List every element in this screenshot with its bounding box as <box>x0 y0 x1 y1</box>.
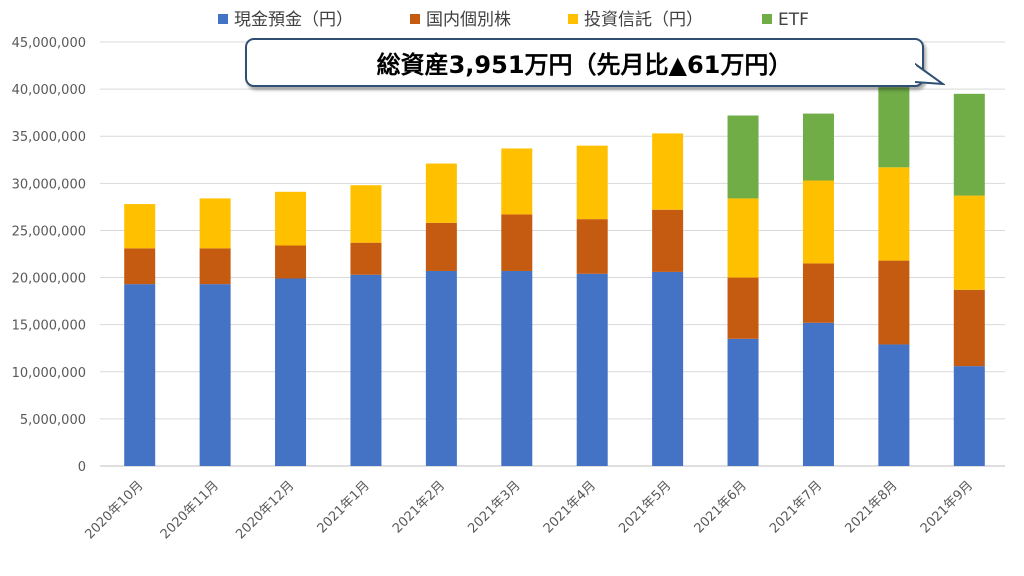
y-tick-label: 20,000,000 <box>12 272 86 287</box>
y-tick-label: 35,000,000 <box>12 130 86 145</box>
bar-segment <box>350 242 382 275</box>
gridlines <box>100 41 1005 467</box>
bar-segment <box>802 263 834 323</box>
bar-segment <box>727 277 759 339</box>
legend-swatch <box>218 14 228 24</box>
y-tick-label: 40,000,000 <box>12 83 86 98</box>
bar-segment <box>802 322 834 466</box>
bar-segment <box>576 145 608 220</box>
y-tick-label: 45,000,000 <box>12 36 86 51</box>
bar-segment <box>501 148 533 215</box>
bar-segment <box>501 214 533 271</box>
legend-label: ETF <box>778 10 809 30</box>
x-tick-label: 2021年8月 <box>842 478 900 536</box>
bar-segment <box>878 260 910 345</box>
total-assets-text: 総資産3,951万円（先月比▲61万円） <box>376 51 793 79</box>
x-tick-label: 2021年7月 <box>767 478 825 536</box>
bar-segment <box>124 284 156 466</box>
legend-swatch <box>410 14 420 24</box>
bar-segment <box>953 366 985 466</box>
bar-segment <box>275 191 307 246</box>
bar-segment <box>802 180 834 264</box>
y-tick-label: 15,000,000 <box>12 319 86 334</box>
x-tick-label: 2020年11月 <box>158 478 222 542</box>
y-tick-label: 10,000,000 <box>12 366 86 381</box>
bar-segment <box>501 270 533 466</box>
bar-segment <box>727 115 759 199</box>
x-tick-label: 2020年10月 <box>82 478 146 542</box>
y-tick-label: 30,000,000 <box>12 177 86 192</box>
bar-segment <box>878 167 910 261</box>
x-tick-label: 2021年9月 <box>918 478 976 536</box>
bar-segment <box>350 274 382 466</box>
bar-segment <box>425 163 457 223</box>
bar-segment <box>652 209 684 272</box>
x-axis-ticks: 2020年10月 2020年11月 2020年12月 2021年1月 2021年2月 20… <box>82 478 976 542</box>
bar-segment <box>425 270 457 466</box>
bar-segment <box>576 219 608 274</box>
legend-swatch <box>762 14 772 24</box>
x-tick-label: 2021年1月 <box>315 478 373 536</box>
x-tick-label: 2021年4月 <box>541 478 599 536</box>
bar-segment <box>652 133 684 210</box>
x-tick-label: 2020年12月 <box>233 478 297 542</box>
x-tick-label: 2021年2月 <box>390 478 448 536</box>
bar-segment <box>878 344 910 466</box>
x-tick-label: 2021年6月 <box>692 478 750 536</box>
legend-label: 現金預金（円） <box>234 10 353 30</box>
y-tick-label: 25,000,000 <box>12 224 86 239</box>
legend-label: 投資信託（円） <box>584 10 703 30</box>
bar-segment <box>953 93 985 196</box>
bar-segment <box>878 87 910 168</box>
bar-segment <box>199 284 231 466</box>
x-tick-label: 2021年3月 <box>465 478 523 536</box>
legend: 現金預金（円） 国内個別株 投資信託（円） ETF <box>218 10 809 30</box>
bar-segment <box>425 222 457 271</box>
y-tick-label: 0 <box>78 460 86 475</box>
bar-segment <box>652 271 684 466</box>
bar-segment <box>199 198 231 249</box>
bars <box>124 87 985 466</box>
x-tick-label: 2021年5月 <box>616 478 674 536</box>
legend-swatch <box>568 14 578 24</box>
y-axis-ticks: 0 5,000,000 10,000,000 15,000,000 20,000,000… <box>12 36 86 475</box>
callout-tail <box>915 62 945 86</box>
bar-segment <box>953 289 985 367</box>
bar-segment <box>727 338 759 466</box>
bar-segment <box>199 248 231 285</box>
legend-label: 国内個別株 <box>426 10 511 30</box>
bar-segment <box>576 273 608 466</box>
bar-segment <box>953 195 985 290</box>
bar-segment <box>275 245 307 279</box>
bar-segment <box>350 185 382 243</box>
bar-segment <box>124 248 156 285</box>
total-assets-callout: 総資産3,951万円（先月比▲61万円） <box>245 38 924 87</box>
bar-segment <box>275 278 307 466</box>
y-tick-label: 5,000,000 <box>20 413 86 428</box>
bar-segment <box>802 113 834 181</box>
bar-segment <box>124 204 156 249</box>
bar-segment <box>727 198 759 278</box>
